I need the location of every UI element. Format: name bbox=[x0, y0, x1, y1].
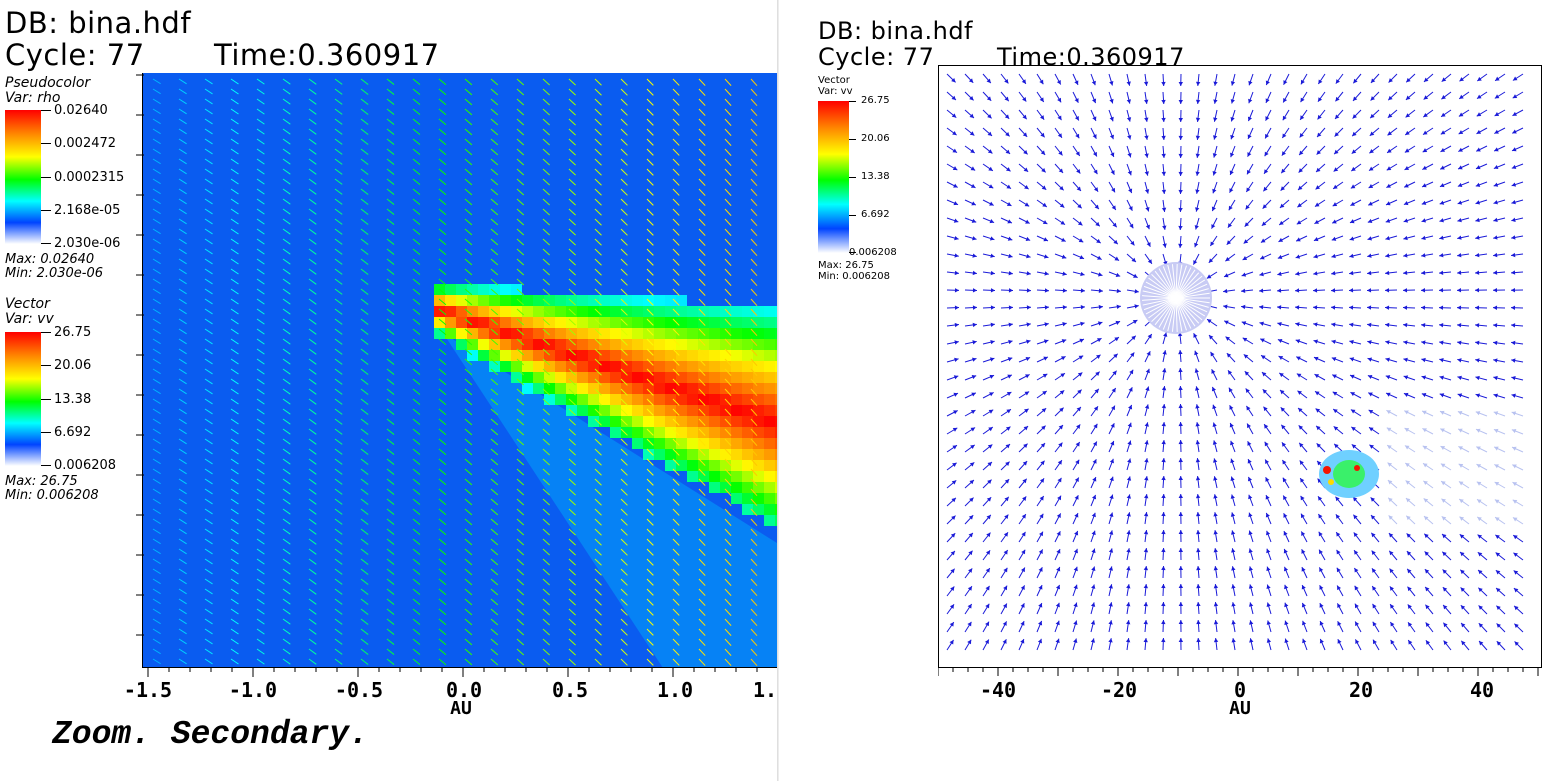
pseudocolor-colorbar bbox=[5, 110, 41, 244]
left-visualization-window[interactable]: DB: bina.hdf Cycle: 77 Time:0.360917 Pse… bbox=[0, 0, 777, 781]
right-visualization-window[interactable]: DB: bina.hdf Cycle: 77 Time:0.360917 Vec… bbox=[779, 0, 1551, 781]
left-cycle-label: Cycle: 77 bbox=[5, 38, 145, 72]
left-x-axis-title: AU bbox=[450, 698, 472, 719]
left-time-label: Time:0.360917 bbox=[214, 38, 440, 72]
pc-tick-mark bbox=[41, 143, 51, 144]
right-plot-canvas bbox=[946, 73, 1524, 651]
left-x-tick-label: -1.0 bbox=[228, 678, 278, 702]
r-vec-tick-mark bbox=[849, 101, 856, 102]
r-vec-tick-label: 6.692 bbox=[861, 209, 890, 220]
pseudocolor-legend-title: Pseudocolor bbox=[5, 75, 91, 91]
right-x-tick-label: 40 bbox=[1469, 678, 1495, 702]
pc-tick-mark bbox=[41, 210, 51, 211]
left-x-axis-line bbox=[143, 667, 777, 668]
vec-min-label: Min: 0.006208 bbox=[5, 488, 99, 503]
r-vec-tick-mark bbox=[849, 177, 856, 178]
vec-tick-mark bbox=[41, 399, 51, 400]
right-x-tick-label: 20 bbox=[1348, 678, 1374, 702]
density-wedge bbox=[434, 284, 777, 526]
vector-colorbar bbox=[5, 332, 41, 466]
primary-star bbox=[1140, 262, 1212, 334]
left-x-tick-label: 1.0 bbox=[656, 678, 694, 702]
left-plot-canvas bbox=[143, 73, 777, 668]
r-vec-tick-mark bbox=[849, 139, 856, 140]
left-db-title: DB: bina.hdf bbox=[5, 6, 192, 40]
left-x-tick-label: -1.5 bbox=[123, 678, 173, 702]
pc-tick-label: 0.002472 bbox=[54, 136, 117, 151]
pc-tick-label: 0.02640 bbox=[54, 103, 108, 118]
pc-tick-mark bbox=[41, 177, 51, 178]
right-cycle-label: Cycle: 77 bbox=[818, 43, 935, 71]
vec-tick-label: 13.38 bbox=[54, 392, 92, 407]
vec-tick-mark bbox=[41, 465, 51, 466]
r-vec-tick-label: 26.75 bbox=[861, 95, 890, 106]
r-vec-tick-mark bbox=[849, 215, 856, 216]
right-vector-legend-var: Var: vv bbox=[818, 86, 853, 97]
vec-tick-mark bbox=[41, 432, 51, 433]
left-x-tick-label: 0.0 bbox=[445, 678, 483, 702]
r-vec-max-label: Max: 26.75 bbox=[818, 260, 874, 271]
left-x-ticks bbox=[147, 667, 758, 677]
vec-tick-mark bbox=[41, 365, 51, 366]
window-divider[interactable] bbox=[777, 0, 779, 781]
velocity-vectors bbox=[152, 78, 758, 667]
pc-tick-label: 2.030e-06 bbox=[54, 236, 121, 251]
r-vec-tick-label: 13.38 bbox=[861, 171, 890, 182]
pc-tick-label: 0.0002315 bbox=[54, 170, 125, 185]
vector-legend-var: Var: vv bbox=[5, 311, 54, 327]
vec-tick-label: 20.06 bbox=[54, 358, 92, 373]
vec-tick-label: 26.75 bbox=[54, 325, 92, 340]
pc-tick-mark bbox=[41, 243, 51, 244]
right-db-title: DB: bina.hdf bbox=[818, 17, 974, 45]
radial-vectors bbox=[946, 73, 1524, 651]
right-x-tick-label: -40 bbox=[979, 678, 1017, 702]
vector-legend-title: Vector bbox=[5, 296, 50, 312]
pseudocolor-legend-var: Var: rho bbox=[5, 90, 61, 106]
pc-tick-label: 2.168e-05 bbox=[54, 203, 121, 218]
right-x-axis-title: AU bbox=[1229, 698, 1251, 719]
right-vector-colorbar bbox=[818, 101, 849, 253]
r-vec-tick-mark bbox=[849, 252, 856, 253]
vec-tick-mark bbox=[41, 332, 51, 333]
left-x-tick-label: 0.5 bbox=[551, 678, 589, 702]
right-x-ticks bbox=[938, 667, 1539, 676]
left-y-axis-line bbox=[142, 73, 143, 668]
vec-tick-label: 0.006208 bbox=[54, 458, 117, 473]
pc-max-label: Max: 0.02640 bbox=[5, 252, 95, 267]
left-density-plot[interactable] bbox=[143, 73, 777, 668]
pc-tick-mark bbox=[41, 110, 51, 111]
zoom-caption: Zoom. Secondary. bbox=[52, 716, 369, 753]
density-glow bbox=[443, 333, 777, 668]
r-vec-tick-label: 0.006208 bbox=[849, 247, 897, 258]
right-vector-legend-title: Vector bbox=[818, 75, 850, 86]
r-vec-min-label: Min: 0.006208 bbox=[818, 271, 891, 282]
vec-max-label: Max: 26.75 bbox=[5, 474, 78, 489]
right-x-tick-label: -20 bbox=[1100, 678, 1138, 702]
left-x-tick-label: 1. bbox=[752, 678, 777, 702]
right-x-tick-label: 0 bbox=[1233, 678, 1247, 702]
r-vec-tick-label: 20.06 bbox=[861, 133, 890, 144]
pc-min-label: Min: 2.030e-06 bbox=[5, 266, 104, 281]
vec-tick-label: 6.692 bbox=[54, 425, 92, 440]
right-vector-plot[interactable] bbox=[938, 65, 1542, 668]
secondary-star bbox=[1319, 450, 1379, 498]
left-x-tick-label: -0.5 bbox=[334, 678, 384, 702]
left-y-ticks bbox=[136, 74, 144, 636]
